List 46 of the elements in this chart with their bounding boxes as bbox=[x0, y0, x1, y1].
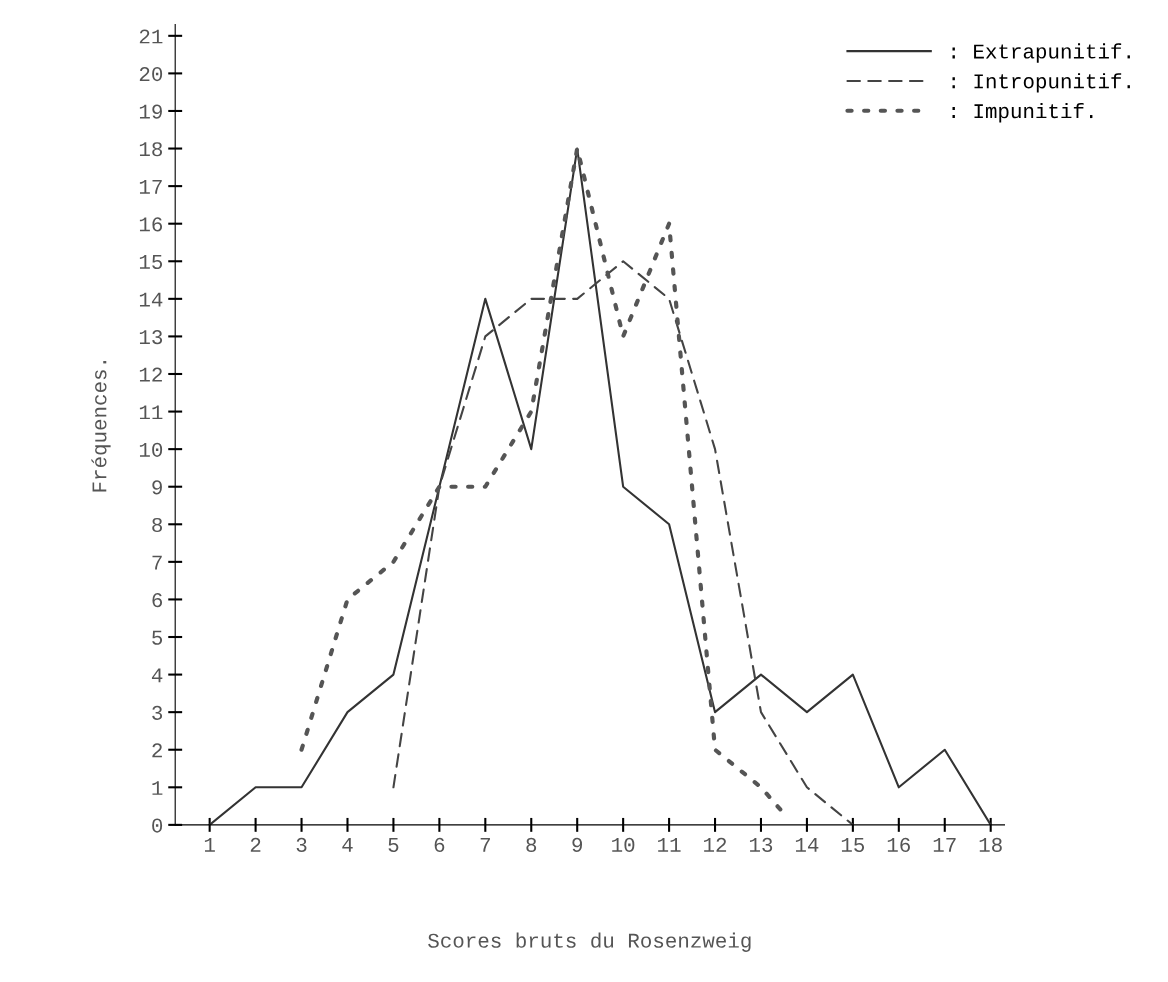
x-tick-label: 15 bbox=[841, 838, 865, 852]
legend-label: : Intropunitif. bbox=[952, 73, 1130, 93]
y-tick-label: 17 bbox=[139, 179, 162, 194]
x-tick-label: 5 bbox=[388, 838, 399, 852]
y-tick-label: 2 bbox=[152, 743, 162, 758]
x-tick-label: 8 bbox=[526, 837, 537, 852]
y-tick-label: 3 bbox=[152, 705, 163, 720]
x-tick-label: 2 bbox=[250, 837, 261, 852]
x-tick-label: 4 bbox=[342, 838, 353, 852]
y-tick-label: 12 bbox=[139, 367, 162, 382]
y-tick-label: 7 bbox=[152, 555, 162, 570]
x-tick-label: 7 bbox=[480, 838, 490, 852]
legend-label: : Extrapunitif. bbox=[952, 43, 1130, 63]
y-tick-label: 4 bbox=[151, 668, 163, 683]
y-tick-label: 20 bbox=[139, 67, 163, 82]
x-tick-label: 13 bbox=[749, 837, 773, 852]
x-tick-label: 1 bbox=[204, 838, 215, 852]
y-tick-label: 19 bbox=[139, 104, 162, 119]
y-tick-label: 0 bbox=[152, 818, 163, 833]
y-tick-label: 1 bbox=[152, 781, 163, 795]
line-series bbox=[392, 260, 854, 825]
x-tick-label: 12 bbox=[704, 837, 727, 852]
y-tick-label: 5 bbox=[152, 630, 163, 645]
y-tick-label: 11 bbox=[139, 405, 163, 420]
x-tick-label: 6 bbox=[434, 837, 445, 852]
x-tick-label: 9 bbox=[572, 837, 583, 852]
x-tick-label: 14 bbox=[795, 838, 819, 852]
y-tick-label: 14 bbox=[139, 292, 163, 307]
y-tick-label: 18 bbox=[139, 142, 163, 157]
x-tick-label: 3 bbox=[296, 837, 307, 852]
y-tick-label: 13 bbox=[139, 330, 163, 345]
x-tick-label: 10 bbox=[612, 837, 635, 852]
x-tick-label: 17 bbox=[933, 838, 956, 852]
x-tick-label: 11 bbox=[658, 838, 681, 852]
y-axis-title: Fréquences. bbox=[91, 361, 111, 492]
y-tick-label: 6 bbox=[152, 593, 163, 608]
x-axis-title: Scores bruts du Rosenzweig bbox=[428, 932, 751, 952]
legend-label: : Impunitif. bbox=[952, 102, 1093, 123]
y-tick-label: 15 bbox=[139, 255, 163, 270]
y-tick-label: 16 bbox=[139, 217, 163, 232]
y-tick-label: 21 bbox=[139, 29, 163, 44]
x-tick-label: 16 bbox=[887, 837, 910, 852]
y-tick-label: 8 bbox=[152, 517, 163, 533]
y-tick-label: 9 bbox=[152, 480, 162, 495]
x-tick-label: 18 bbox=[979, 837, 1002, 852]
y-tick-label: 10 bbox=[139, 442, 163, 457]
